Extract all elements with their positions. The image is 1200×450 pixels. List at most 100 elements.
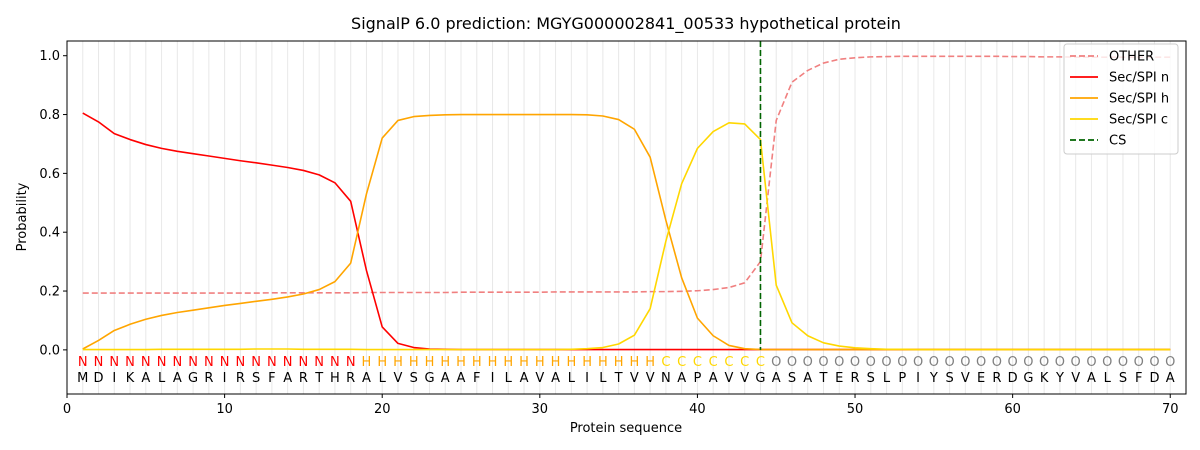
y-tick-label: 0.0 (39, 343, 60, 358)
annotation-label: H (629, 355, 639, 370)
legend-label: Sec/SPI n (1109, 71, 1169, 86)
annotation-label: N (78, 355, 88, 370)
residue-label: N (661, 371, 671, 386)
annotation-label: N (314, 355, 324, 370)
annotation-label: C (693, 355, 702, 370)
annotation-label: O (1055, 355, 1065, 370)
residue-label: Y (1055, 371, 1064, 386)
residue-label: R (851, 371, 860, 386)
annotation-label: O (1039, 355, 1049, 370)
annotation-label: O (834, 355, 844, 370)
series-line-sec-spi-c (82, 121, 1171, 351)
residue-label: K (126, 371, 135, 386)
annotation-label: N (267, 355, 277, 370)
annotation-label: N (346, 355, 356, 370)
annotation-label: H (472, 355, 482, 370)
residue-label: V (394, 371, 403, 386)
residue-label: P (694, 371, 702, 386)
residue-label: L (568, 371, 576, 386)
residue-label: A (772, 371, 781, 386)
residue-label: A (677, 371, 686, 386)
annotation-label: O (1008, 355, 1018, 370)
annotation-label: N (220, 355, 230, 370)
residue-label: T (314, 371, 323, 386)
annotation-label: O (803, 355, 813, 370)
y-tick-label: 0.8 (39, 108, 60, 123)
residue-label: V (630, 371, 639, 386)
residue-label: A (1166, 371, 1175, 386)
residue-label: A (457, 371, 466, 386)
annotation-label: H (503, 355, 513, 370)
annotation-label: O (1023, 355, 1033, 370)
y-tick-label: 0.6 (39, 167, 60, 182)
residue-label: V (724, 371, 733, 386)
residue-label: I (223, 371, 227, 386)
x-tick-label: 70 (1162, 402, 1179, 417)
annotation-label: O (1071, 355, 1081, 370)
annotation-label: O (818, 355, 828, 370)
x-axis-ticks: 0 10 20 30 40 50 60 70 (63, 394, 1179, 417)
series-line-other (82, 55, 1171, 294)
annotation-label: C (756, 355, 765, 370)
sequence-annotations: NMNDNINKNANLNANGNRNINRNSNFNANRNTNHNRHAHL… (77, 355, 1175, 386)
annotation-label: O (913, 355, 923, 370)
residue-label: L (505, 371, 513, 386)
annotation-label: H (488, 355, 498, 370)
annotation-label: N (299, 355, 309, 370)
residue-label: L (379, 371, 387, 386)
plot-frame (66, 40, 1187, 395)
legend-box (1063, 43, 1179, 155)
annotation-label: O (850, 355, 860, 370)
legend: OTHER Sec/SPI n Sec/SPI h Sec/SPI c CS (1063, 43, 1179, 155)
x-tick-label: 40 (689, 402, 706, 417)
residue-label: F (268, 371, 275, 386)
annotation-label: O (976, 355, 986, 370)
annotation-label: H (582, 355, 592, 370)
residue-label: V (646, 371, 655, 386)
annotation-label: O (1134, 355, 1144, 370)
residue-label: E (977, 371, 985, 386)
residue-label: V (535, 371, 544, 386)
legend-label: OTHER (1109, 50, 1154, 65)
annotation-label: O (1118, 355, 1128, 370)
residue-label: M (77, 371, 88, 386)
residue-label: F (1135, 371, 1142, 386)
annotation-label: N (94, 355, 104, 370)
annotation-label: H (377, 355, 387, 370)
annotation-label: N (283, 355, 293, 370)
residue-label: G (1023, 371, 1033, 386)
annotation-label: O (1149, 355, 1159, 370)
residue-label: L (1104, 371, 1112, 386)
residue-label: R (346, 371, 355, 386)
residue-label: I (112, 371, 116, 386)
residue-label: S (252, 371, 260, 386)
annotation-label: H (551, 355, 561, 370)
residue-label: A (1087, 371, 1096, 386)
annotation-label: H (614, 355, 624, 370)
x-tick-label: 20 (374, 402, 391, 417)
residue-label: S (945, 371, 953, 386)
y-tick-label: 0.2 (39, 285, 60, 300)
residue-label: R (236, 371, 245, 386)
residue-label: L (599, 371, 607, 386)
annotation-label: N (330, 355, 340, 370)
residue-label: P (898, 371, 906, 386)
residue-label: A (141, 371, 150, 386)
residue-label: G (424, 371, 434, 386)
residue-label: E (835, 371, 843, 386)
y-tick-label: 0.4 (39, 226, 60, 241)
residue-label: L (158, 371, 166, 386)
residue-label: A (362, 371, 371, 386)
residue-label: S (867, 371, 875, 386)
residue-label: S (788, 371, 796, 386)
legend-label: Sec/SPI h (1109, 92, 1169, 107)
annotation-label: H (362, 355, 372, 370)
x-tick-label: 50 (847, 402, 864, 417)
residue-label: R (992, 371, 1001, 386)
residue-label: G (188, 371, 198, 386)
y-axis-ticks: 0.0 0.2 0.4 0.6 0.8 1.0 (39, 49, 67, 358)
annotation-label: H (456, 355, 466, 370)
annotation-label: O (929, 355, 939, 370)
